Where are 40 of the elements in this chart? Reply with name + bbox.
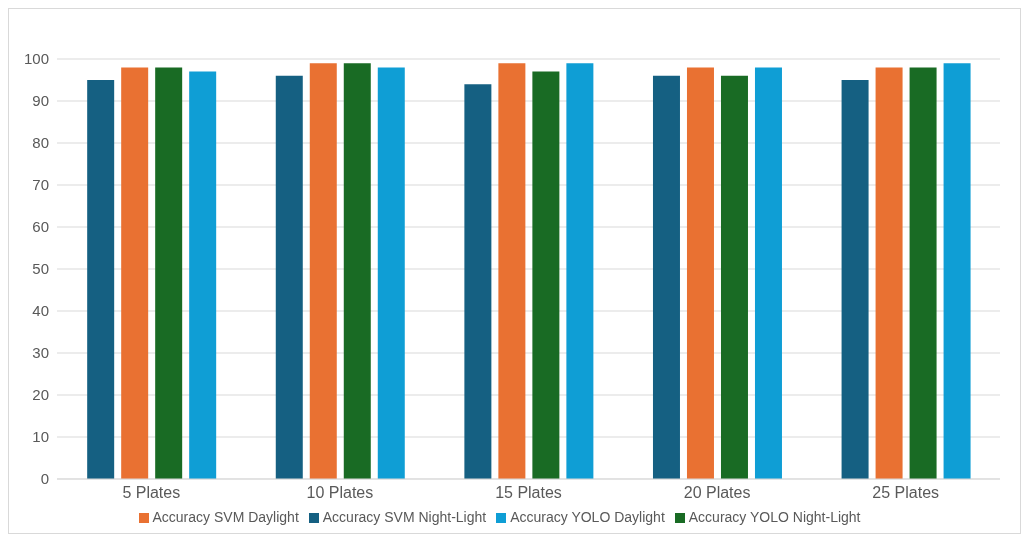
y-tick-label: 90 [32,92,49,110]
bar [652,75,680,479]
y-tick-label: 50 [32,260,49,278]
x-tick-label: 5 Plates [122,484,181,502]
bar [275,75,303,479]
legend-label: Accuracy SVM Night-Light [322,509,487,525]
bar [155,67,183,479]
y-tick-label: 30 [32,344,49,362]
y-tick-label: 10 [32,428,49,446]
bar [309,63,337,479]
bar [343,63,371,479]
y-tick-label: 40 [32,302,49,320]
x-tick-label: 10 Plates [306,484,374,502]
bar [909,67,937,479]
bar [189,71,217,479]
bar [498,63,526,479]
x-tick-label: 20 Plates [683,484,751,502]
y-tick-label: 80 [32,134,49,152]
legend-label: Accuracy YOLO Daylight [510,509,665,525]
bar [841,80,869,479]
bar [532,71,560,479]
x-tick-label: 15 Plates [495,484,562,502]
bar [943,63,971,479]
x-tick-label: 25 Plates [872,484,940,502]
bar [686,67,714,479]
y-tick-label: 20 [32,386,49,404]
y-tick-label: 100 [23,50,49,68]
bar [754,67,782,479]
y-tick-label: 0 [40,470,49,488]
bar [875,67,903,479]
bar [566,63,594,479]
legend-label: Accuracy YOLO Night-Light [688,509,861,525]
bar [377,67,405,479]
y-tick-label: 70 [32,176,49,194]
bar [87,80,115,479]
bar [720,75,748,479]
bar [121,67,149,479]
y-tick-label: 60 [32,218,49,236]
bar [464,84,492,479]
legend-label: Accuracy SVM Daylight [152,509,299,525]
